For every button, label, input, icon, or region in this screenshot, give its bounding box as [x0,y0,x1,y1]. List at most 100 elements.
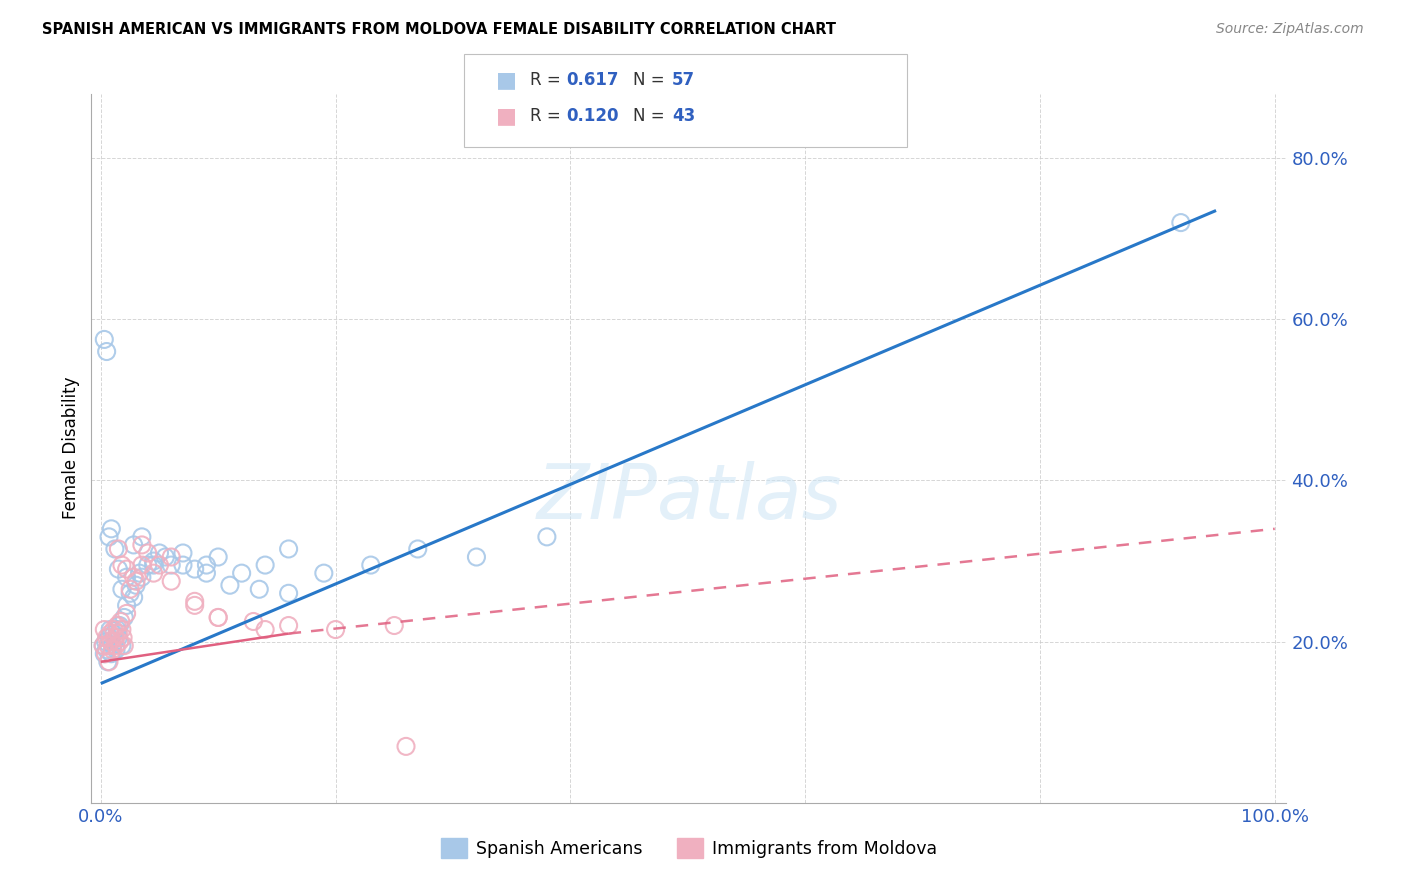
Point [125,578,148,592]
Point [382,618,405,632]
Point [160,574,183,589]
Text: SPANISH AMERICAN VS IMMIGRANTS FROM MOLDOVA FEMALE DISABILITY CORRELATION CHART: SPANISH AMERICAN VS IMMIGRANTS FROM MOLD… [42,22,837,37]
Point [207,610,229,624]
Point [254,558,277,572]
Point [277,586,299,600]
Point [100,522,122,536]
Point [219,578,242,592]
Point [406,541,429,556]
Point [536,530,558,544]
Point [120,586,142,600]
Point [105,618,128,632]
Point [104,631,127,645]
Point [107,626,129,640]
Point [111,582,134,597]
Point [97,639,120,653]
Point [254,623,277,637]
Point [94,634,117,648]
Point [207,549,229,564]
Point [105,642,128,657]
Point [131,530,153,544]
Point [96,631,118,645]
Point [195,566,218,581]
Point [360,558,382,572]
Text: ZIPatlas: ZIPatlas [536,461,842,535]
Point [111,623,134,637]
Point [101,642,124,657]
Point [231,566,253,581]
Point [98,623,121,637]
Point [122,591,145,605]
Point [131,558,153,572]
Point [312,566,335,581]
Text: ■: ■ [496,106,517,126]
Point [160,558,183,572]
Point [108,618,131,632]
Point [142,558,165,572]
Point [103,623,125,637]
Point [465,549,488,564]
Point [136,546,159,560]
Point [122,570,145,584]
Point [112,639,135,653]
Point [108,634,131,648]
Point [111,639,134,653]
Point [103,626,125,640]
Point [242,615,264,629]
Point [160,549,183,564]
Point [98,631,121,645]
Point [142,566,165,581]
Point [101,639,124,653]
Point [96,344,118,359]
Point [107,562,129,576]
Legend: Spanish Americans, Immigrants from Moldova: Spanish Americans, Immigrants from Moldo… [434,831,943,865]
Point [91,639,114,653]
Text: 43: 43 [672,107,696,125]
Point [125,574,148,589]
Point [142,554,165,568]
Point [111,558,134,572]
Point [105,639,128,653]
Point [277,618,299,632]
Point [104,634,127,648]
Point [122,538,145,552]
Text: N =: N = [633,107,669,125]
Point [136,558,159,572]
Point [100,634,122,648]
Point [120,582,142,597]
Point [195,558,218,572]
Text: Source: ZipAtlas.com: Source: ZipAtlas.com [1216,22,1364,37]
Point [115,562,138,576]
Text: R =: R = [530,71,567,89]
Text: 57: 57 [672,71,695,89]
Point [1170,216,1192,230]
Point [131,538,153,552]
Point [172,546,194,560]
Point [131,570,153,584]
Point [98,626,121,640]
Point [148,546,170,560]
Point [107,541,129,556]
Point [94,647,117,661]
Text: N =: N = [633,71,669,89]
Point [104,541,127,556]
Point [110,615,132,629]
Text: R =: R = [530,107,567,125]
Text: 0.617: 0.617 [567,71,619,89]
Point [172,558,194,572]
Y-axis label: Female Disability: Female Disability [62,377,80,519]
Point [183,599,205,613]
Point [115,599,138,613]
Point [148,558,170,572]
Point [93,333,115,347]
Point [115,607,138,621]
Point [277,541,299,556]
Point [207,610,229,624]
Point [112,631,135,645]
Point [107,631,129,645]
Point [98,655,121,669]
Text: ■: ■ [496,70,517,90]
Point [105,623,128,637]
Point [115,570,138,584]
Point [97,655,120,669]
